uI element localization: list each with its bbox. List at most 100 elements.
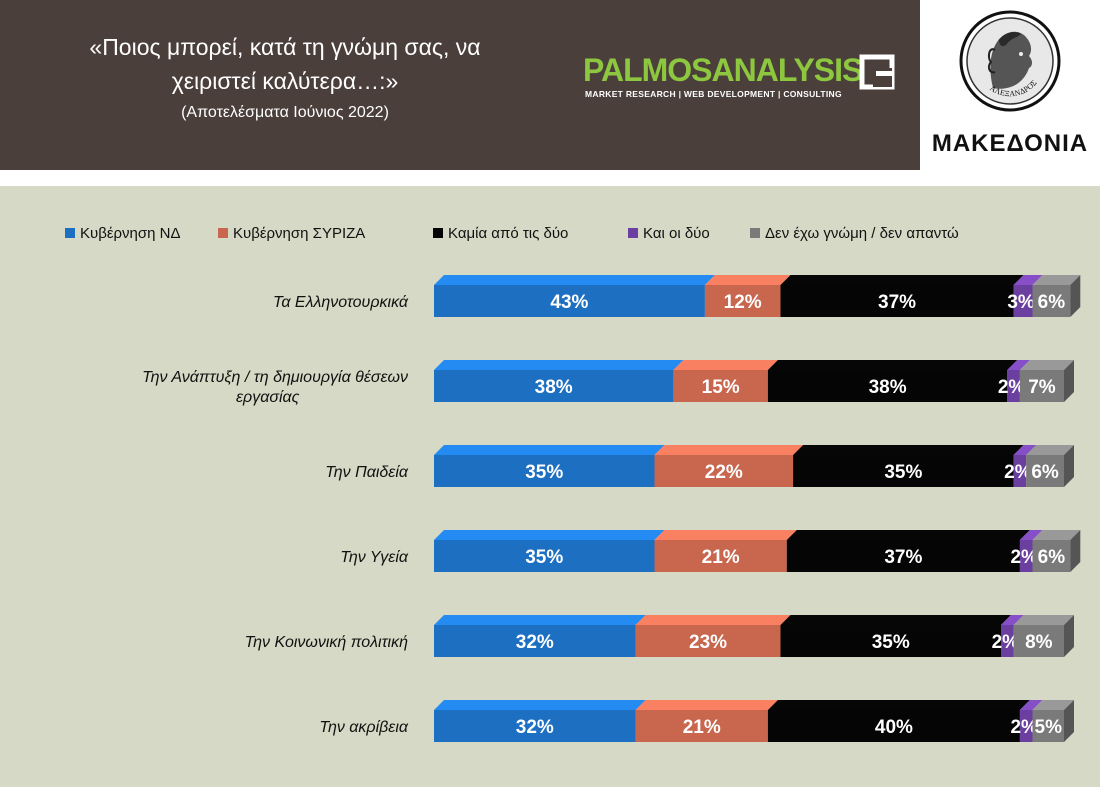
bar-row-2: 35% 22% 35% 2% 6%	[434, 445, 1074, 487]
legend-label-2: Καμία από τις δύο	[448, 225, 568, 242]
bar-κυβέρνηση-συριζα-1	[673, 370, 768, 402]
palmos-logo-tagline: MARKET RESEARCH | WEB DEVELOPMENT | CONS…	[585, 89, 842, 99]
data-label-3-4: 6%	[1038, 547, 1066, 568]
bar-και-οι-δύο-4	[1001, 625, 1014, 657]
bar-top-5-4	[1032, 700, 1074, 710]
legend-label-0: Κυβέρνηση ΝΔ	[80, 225, 181, 242]
bar-row-5: 32% 21% 40% 2%5%	[434, 700, 1074, 742]
bar-top-3-4	[1032, 530, 1081, 540]
bar-δεν-έχω-γνώμη-δεν-απαντώ-3	[1032, 540, 1071, 572]
data-label-1-1: 15%	[702, 377, 740, 398]
palmos-logo-part2: ANALYSIS	[711, 52, 864, 88]
chart-subtitle: (Αποτελέσματα Ιούνιος 2022)	[181, 104, 389, 121]
bar-top-1-2	[767, 360, 1018, 370]
bar-top-3-2	[786, 530, 1030, 540]
bar-δεν-έχω-γνώμη-δεν-απαντώ-2	[1026, 455, 1064, 487]
bar-row-0: 43% 12% 37% 3% 6%	[434, 275, 1081, 317]
bar-κυβέρνηση-συριζα-3	[654, 540, 787, 572]
data-label-5-4: 5%	[1035, 717, 1063, 738]
bar-top-4-0	[434, 615, 646, 625]
bar-side-1	[1064, 360, 1074, 402]
bar-top-3-0	[434, 530, 665, 540]
data-label-1-4: 7%	[1028, 377, 1056, 398]
legend-label-1: Κυβέρνηση ΣΥΡΙΖΑ	[233, 225, 365, 242]
data-label-0-4: 6%	[1038, 292, 1066, 313]
bar-top-2-0	[434, 445, 665, 455]
data-label-2-3: 2%	[1004, 462, 1032, 483]
bar-top-2-1	[654, 445, 804, 455]
bar-καμία-από-τις-δύο-2	[793, 455, 1014, 487]
bar-side-4	[1064, 615, 1074, 657]
bar-καμία-από-τις-δύο-4	[780, 625, 1001, 657]
data-label-5-3: 2%	[1010, 717, 1038, 738]
data-label-1-3: 2%	[998, 377, 1026, 398]
category-labels: Τα Ελληνοτουρκικά Την Ανάπτυξη / τη δημιο…	[142, 294, 409, 736]
stacked-bar-chart: Κυβέρνηση ΝΔ Κυβέρνηση ΣΥΡΙΖΑ Καμία από τι…	[65, 225, 1081, 742]
bar-top-1-0	[434, 360, 684, 370]
palmos-logo-wordmark: PALMOSANALYSIS	[583, 52, 864, 88]
bar-και-οι-δύο-2	[1013, 455, 1027, 487]
makedonia-label: ΜΑΚΕΔΟΝΙΑ	[931, 130, 1089, 157]
bar-top-2-4	[1026, 445, 1074, 455]
data-label-5-1: 21%	[683, 717, 721, 738]
data-label-4-1: 23%	[689, 632, 727, 653]
data-label-1-0: 38%	[535, 377, 573, 398]
chart-legend: Κυβέρνηση ΝΔ Κυβέρνηση ΣΥΡΙΖΑ Καμία από τι…	[65, 225, 959, 242]
bar-κυβέρνηση-συριζα-2	[654, 455, 794, 487]
bar-κυβέρνηση-νδ-3	[434, 540, 655, 572]
bar-top-5-1	[635, 700, 778, 710]
data-label-2-4: 6%	[1031, 462, 1059, 483]
bar-δεν-έχω-γνώμη-δεν-απαντώ-4	[1013, 625, 1064, 657]
bar-top-4-4	[1013, 615, 1074, 625]
bar-top-1-3	[1007, 360, 1030, 370]
bar-κυβέρνηση-νδ-0	[434, 285, 705, 317]
data-label-3-1: 21%	[702, 547, 740, 568]
bar-και-οι-δύο-0	[1013, 285, 1033, 317]
bar-top-2-3	[1013, 445, 1037, 455]
data-label-5-0: 32%	[516, 717, 554, 738]
bar-row-3: 35% 21% 37% 2% 6%	[434, 530, 1081, 572]
data-label-5-2: 40%	[875, 717, 913, 738]
data-label-3-2: 37%	[884, 547, 922, 568]
chart-title-line-2: χειριστεί καλύτερα…:»	[171, 68, 399, 94]
bar-side-5	[1064, 700, 1074, 742]
header-banner: «Ποιος μπορεί, κατά τη γνώμη σας, να χει…	[0, 0, 1100, 170]
bar-top-3-3	[1019, 530, 1043, 540]
data-label-4-3: 2%	[992, 632, 1020, 653]
legend-swatch-3	[628, 228, 638, 238]
legend-swatch-1	[218, 228, 228, 238]
category-label-5: Την ακρίβεια	[319, 719, 408, 736]
palmos-analysis-logo: PALMOSANALYSIS MARKET RESEARCH | WEB DEV…	[583, 52, 913, 106]
data-label-1-2: 38%	[869, 377, 907, 398]
category-label-2: Την Παιδεία	[325, 464, 409, 481]
title-block: «Ποιος μπορεί, κατά τη γνώμη σας, να χει…	[0, 30, 570, 126]
legend-swatch-2	[433, 228, 443, 238]
category-label-1: Την Ανάπτυξη / τη δημιουργία θέσεων εργασ…	[142, 369, 408, 406]
bar-κυβέρνηση-νδ-5	[434, 710, 636, 742]
bar-καμία-από-τις-δύο-0	[780, 285, 1014, 317]
bar-top-0-0	[434, 275, 715, 285]
data-label-4-4: 8%	[1025, 632, 1053, 653]
bar-καμία-από-τις-δύο-1	[767, 370, 1008, 402]
bar-και-οι-δύο-5	[1019, 710, 1033, 742]
bar-top-2-2	[793, 445, 1024, 455]
data-label-4-2: 35%	[872, 632, 910, 653]
data-label-3-0: 35%	[525, 547, 563, 568]
alexander-coin-icon: ΑΛΕΞΑΝΔΡΟΣ	[959, 10, 1061, 112]
bar-δεν-έχω-γνώμη-δεν-απαντώ-0	[1032, 285, 1071, 317]
data-label-2-0: 35%	[525, 462, 563, 483]
bar-κυβέρνηση-συριζα-5	[635, 710, 768, 742]
bar-και-οι-δύο-3	[1019, 540, 1033, 572]
bar-top-1-4	[1019, 360, 1074, 370]
data-label-2-1: 22%	[705, 462, 743, 483]
bar-top-5-3	[1019, 700, 1043, 710]
bar-top-4-1	[635, 615, 791, 625]
legend-label-3: Και οι δύο	[643, 225, 710, 242]
bar-top-4-3	[1001, 615, 1024, 625]
bar-top-0-1	[704, 275, 791, 285]
makedonia-logo: ΑΛΕΞΑΝΔΡΟΣ ΜΑΚΕΔΟΝΙΑ	[920, 0, 1100, 170]
chart-title-line-1: «Ποιος μπορεί, κατά τη γνώμη σας, να	[89, 34, 481, 60]
data-label-3-3: 2%	[1010, 547, 1038, 568]
bar-top-5-2	[767, 700, 1030, 710]
bar-side-0	[1070, 275, 1081, 317]
